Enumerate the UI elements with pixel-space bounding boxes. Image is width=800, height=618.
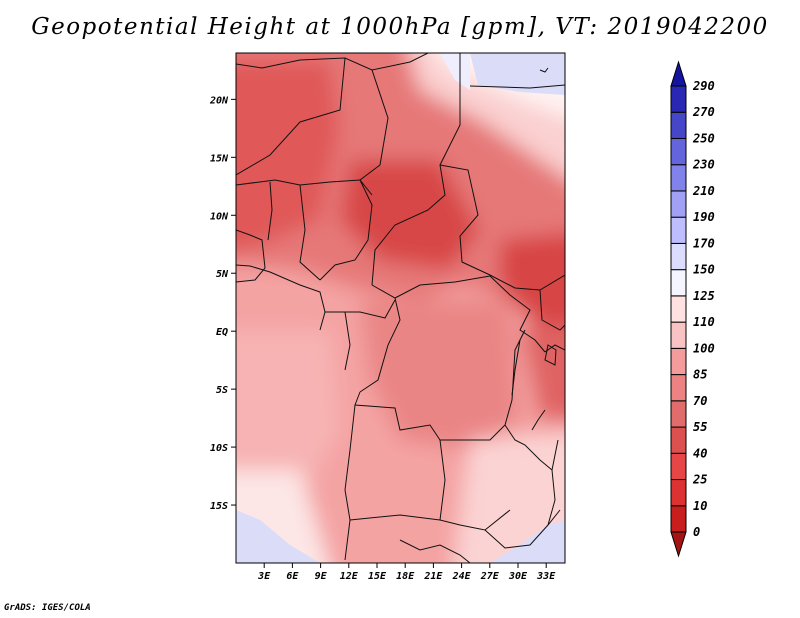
lat-tick-label: 5N — [216, 269, 229, 280]
colorbar-low-tip — [670, 531, 687, 558]
colorbar-label: 100 — [693, 341, 715, 355]
colorbar-box — [670, 85, 687, 113]
map-frame — [235, 52, 566, 564]
latitude-axis: 20N 15N 10N 5N EQ 5S 10S 15S — [209, 95, 236, 512]
colorbar-box — [670, 111, 687, 139]
colorbar-label: 290 — [692, 79, 715, 93]
colorbar-box — [670, 242, 687, 271]
colorbar-box — [670, 505, 687, 533]
colorbar-box — [670, 164, 687, 192]
colorbar-box — [670, 137, 687, 166]
colorbar-box — [670, 295, 687, 323]
colorbar-label: 70 — [693, 394, 707, 408]
lon-tick-label: 15E — [368, 571, 387, 582]
colorbar-label: 0 — [693, 525, 700, 539]
colorbar-box — [670, 347, 687, 376]
lat-tick-label: EQ — [216, 327, 228, 338]
colorbar-label: 250 — [692, 131, 715, 145]
lon-tick-label: 21E — [423, 571, 443, 582]
colorbar-high-tip — [670, 60, 687, 87]
map-title: Geopotential Height at 1000hPa [gpm], VT… — [31, 14, 769, 40]
colorbar-box — [670, 426, 687, 454]
colorbar-box — [670, 269, 687, 297]
lat-tick-label: 20N — [209, 95, 229, 106]
lat-tick-label: 15N — [210, 153, 229, 164]
colorbar-label: 55 — [693, 420, 707, 434]
colorbar-label: 230 — [692, 158, 715, 172]
colorbar-label: 25 — [692, 473, 707, 487]
colorbar-box — [670, 479, 687, 507]
colorbar-box — [670, 400, 687, 428]
colorbar-label: 40 — [693, 446, 707, 460]
colorbar-label: 125 — [693, 289, 715, 303]
colorbar-box — [670, 190, 687, 218]
lon-tick-label: 30E — [508, 571, 528, 582]
lon-tick-label: 12E — [340, 571, 359, 582]
colorbar-label: 170 — [693, 236, 715, 250]
colorbar-box — [670, 216, 687, 244]
country-borders — [236, 53, 565, 563]
lon-tick-label: 33E — [536, 571, 556, 582]
lon-tick-label: 6E — [286, 571, 299, 582]
lat-tick-label: 5S — [216, 385, 228, 396]
colorbar-label: 150 — [693, 263, 715, 277]
height-field — [236, 53, 565, 563]
colorbar-label: 85 — [693, 368, 707, 382]
colorbar-box — [670, 374, 687, 402]
lon-tick-label: 24E — [452, 571, 472, 582]
colorbar-box — [670, 321, 687, 349]
lat-tick-label: 15S — [210, 501, 228, 512]
colorbar-label: 110 — [693, 315, 715, 329]
colorbar-label: 210 — [692, 184, 715, 198]
colorbar-label: 270 — [692, 105, 715, 119]
colorbar-box — [670, 452, 687, 481]
lon-tick-label: 18E — [396, 571, 415, 582]
longitude-axis: 3E 6E 9E 12E 15E 18E 21E 24E 27E 30E 33E — [257, 563, 556, 582]
grads-credit: GrADS: IGES/COLA — [4, 603, 91, 613]
lon-tick-label: 3E — [257, 571, 271, 582]
lon-tick-label: 9E — [315, 571, 328, 582]
lon-tick-label: 27E — [480, 571, 500, 582]
colorbar: 0 10 25 40 55 70 85 100 110 125 150 170 190 210 230 250… — [670, 60, 715, 558]
lat-tick-label: 10S — [210, 443, 228, 454]
colorbar-label: 190 — [693, 210, 715, 224]
colorbar-label: 10 — [693, 499, 707, 513]
lat-tick-label: 10N — [210, 211, 229, 222]
